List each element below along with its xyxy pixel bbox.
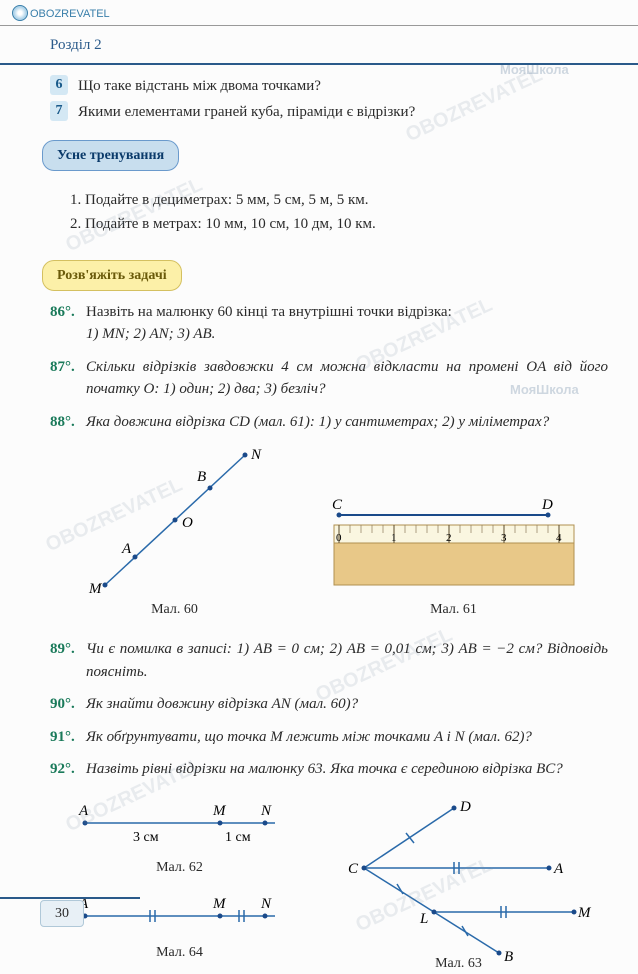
- svg-text:N: N: [250, 447, 262, 463]
- fig62-svg: A M N 3 см 1 см: [65, 793, 295, 853]
- bottom-rule: [0, 897, 140, 899]
- svg-text:B: B: [197, 469, 206, 485]
- svg-text:3: 3: [501, 532, 507, 544]
- fig60-svg: M A O B N: [75, 445, 275, 595]
- svg-text:1 см: 1 см: [225, 830, 251, 845]
- fig63-svg: C D A L B M: [324, 793, 594, 963]
- section-header: Розділ 2: [0, 26, 638, 65]
- svg-text:0: 0: [336, 532, 342, 544]
- task-91: 91°. Як обґрунтувати, що точка M лежить …: [50, 726, 608, 749]
- task-86: 86°. Назвіть на малюнку 60 кінці та внут…: [50, 301, 608, 346]
- task-89: 89°. Чи є помилка в записі: 1) AB = 0 см…: [50, 638, 608, 683]
- fig-62-64: A M N 3 см 1 см Мал. 62 A M N: [65, 793, 295, 963]
- tasktext: Назвіть на малюнку 60 кінці та внутрішні…: [86, 301, 608, 346]
- svg-text:M: M: [212, 896, 227, 912]
- task-sub: 1) MN; 2) AN; 3) AB.: [86, 326, 215, 342]
- svg-text:1: 1: [391, 532, 397, 544]
- tasknum: 92°.: [50, 758, 86, 781]
- tasktext: Назвіть рівні відрізки на малюнку 63. Як…: [86, 758, 608, 781]
- fig63-caption: Мал. 63: [324, 953, 594, 974]
- tasknum: 91°.: [50, 726, 86, 749]
- page-number: 30: [40, 900, 84, 927]
- task-main: Назвіть на малюнку 60 кінці та внутрішні…: [86, 304, 452, 320]
- svg-text:B: B: [504, 949, 513, 963]
- fig64-svg: A M N: [65, 888, 295, 938]
- badge-oral: Усне тренування: [42, 140, 179, 171]
- tasknum: 86°.: [50, 301, 86, 346]
- svg-text:A: A: [553, 861, 564, 877]
- svg-text:M: M: [88, 581, 103, 595]
- qnum: 7: [50, 101, 68, 121]
- top-bar: OBOZREVATEL: [0, 0, 638, 26]
- top-logo: OBOZREVATEL: [30, 6, 110, 23]
- svg-text:3 см: 3 см: [133, 830, 159, 845]
- page-content: 6 Що таке відстань між двома точками? 7 …: [0, 75, 638, 974]
- badge-tasks: Розв'яжіть задачі: [42, 260, 182, 291]
- qtext: Якими елементами граней куба, піраміди є…: [78, 101, 608, 124]
- task-87: 87°. Скільки відрізків завдовжки 4 см мо…: [50, 356, 608, 401]
- qnum: 6: [50, 75, 68, 95]
- fig-61: 0 1 2 3 4 C D Мал. 61: [324, 495, 584, 620]
- svg-text:L: L: [419, 911, 428, 927]
- tasktext: Чи є помилка в записі: 1) AB = 0 см; 2) …: [86, 638, 608, 683]
- svg-text:D: D: [459, 799, 471, 815]
- svg-text:O: O: [182, 515, 193, 531]
- svg-text:2: 2: [446, 532, 452, 544]
- fig62-caption: Мал. 62: [65, 857, 295, 878]
- tasktext: Як знайти довжину відрізка AN (мал. 60)?: [86, 693, 608, 716]
- svg-text:C: C: [348, 861, 359, 877]
- tasktext: Скільки відрізків завдовжки 4 см можна в…: [86, 356, 608, 401]
- tasknum: 88°.: [50, 411, 86, 434]
- task-92: 92°. Назвіть рівні відрізки на малюнку 6…: [50, 758, 608, 781]
- tasktext: Як обґрунтувати, що точка M лежить між т…: [86, 726, 608, 749]
- tasknum: 89°.: [50, 638, 86, 683]
- svg-text:4: 4: [556, 532, 562, 544]
- tasknum: 90°.: [50, 693, 86, 716]
- tasktext: Яка довжина відрізка CD (мал. 61): 1) у …: [86, 411, 608, 434]
- fig61-caption: Мал. 61: [324, 599, 584, 620]
- fig-60: M A O B N Мал. 60: [75, 445, 275, 620]
- question-7: 7 Якими елементами граней куба, піраміди…: [50, 101, 608, 124]
- figures-row-2: A M N 3 см 1 см Мал. 62 A M N: [50, 793, 608, 974]
- task-90: 90°. Як знайти довжину відрізка AN (мал.…: [50, 693, 608, 716]
- question-6: 6 Що таке відстань між двома точками?: [50, 75, 608, 98]
- svg-text:N: N: [260, 896, 272, 912]
- tasknum: 87°.: [50, 356, 86, 401]
- svg-text:D: D: [541, 497, 553, 513]
- oral-item-2: 2. Подайте в метрах: 10 мм, 10 см, 10 дм…: [70, 213, 608, 236]
- task-88: 88°. Яка довжина відрізка CD (мал. 61): …: [50, 411, 608, 434]
- fig-63: C D A L B M Мал. 63: [324, 793, 594, 974]
- svg-text:M: M: [577, 905, 592, 921]
- figures-row-1: M A O B N Мал. 60: [50, 445, 608, 620]
- svg-text:N: N: [260, 803, 272, 819]
- oral-list: 1. Подайте в дециметрах: 5 мм, 5 см, 5 м…: [70, 189, 608, 236]
- oral-item-1: 1. Подайте в дециметрах: 5 мм, 5 см, 5 м…: [70, 189, 608, 212]
- svg-text:A: A: [78, 803, 89, 819]
- svg-text:C: C: [332, 497, 343, 513]
- fig60-caption: Мал. 60: [75, 599, 275, 620]
- qtext: Що таке відстань між двома точками?: [78, 75, 608, 98]
- svg-text:A: A: [121, 541, 132, 557]
- fig61-svg: 0 1 2 3 4 C D: [324, 495, 584, 595]
- svg-text:M: M: [212, 803, 227, 819]
